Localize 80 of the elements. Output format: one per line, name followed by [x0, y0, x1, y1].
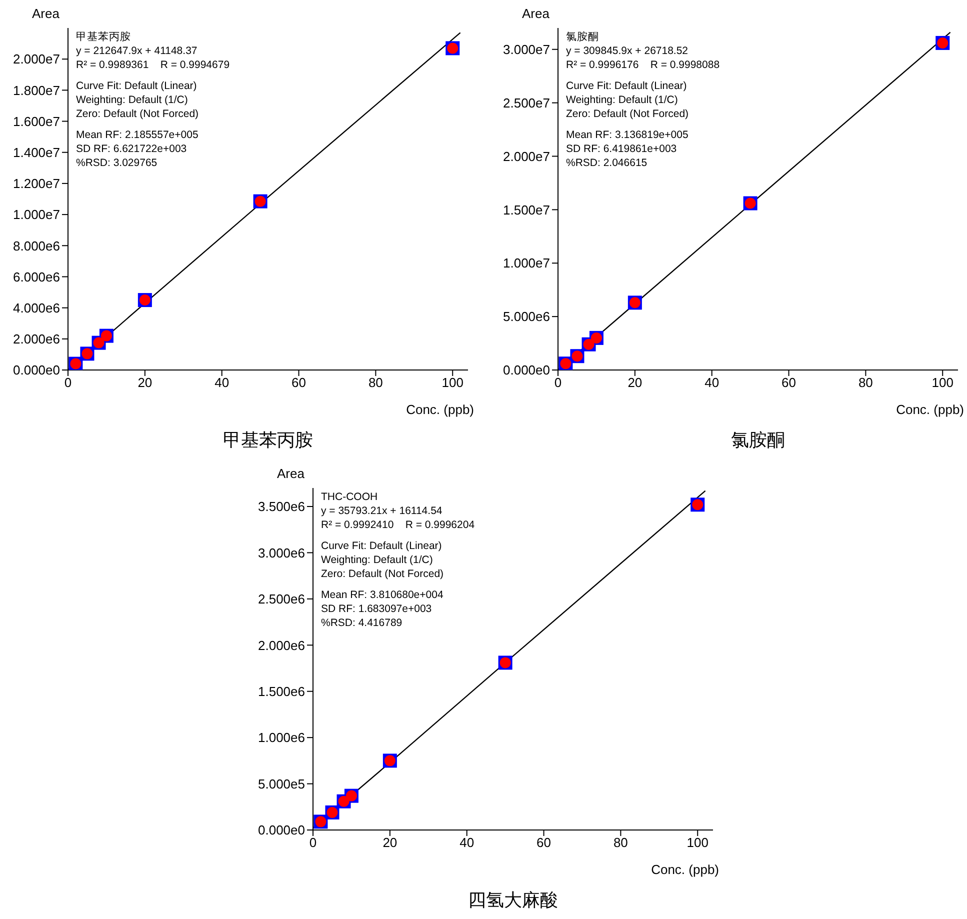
- y-tick-label: 2.500e7: [503, 95, 550, 110]
- x-axis-title: Conc. (ppb): [651, 862, 719, 877]
- y-axis-title: Area: [32, 6, 60, 21]
- x-tick-label: 0: [64, 375, 72, 390]
- annotation: Curve Fit: Default (Linear): [566, 79, 688, 93]
- y-tick-label: 0.000e0: [258, 822, 305, 838]
- x-tick-label: 80: [613, 835, 628, 850]
- annotation: THC-COOH: [321, 490, 379, 504]
- annotation: %RSD: 2.046615: [566, 156, 648, 170]
- annotation: R² = 0.9996176 R = 0.9998088: [566, 58, 720, 72]
- x-tick-label: 60: [782, 375, 796, 390]
- y-tick-label: 2.000e7: [13, 52, 60, 67]
- x-tick-label: 100: [442, 375, 464, 390]
- x-tick-label: 0: [554, 375, 562, 390]
- x-tick-label: 60: [536, 835, 552, 850]
- y-axis-title: Area: [522, 6, 550, 21]
- y-tick-label: 0.000e0: [503, 362, 550, 378]
- x-axis-title: Conc. (ppb): [896, 402, 964, 417]
- annotation: Curve Fit: Default (Linear): [76, 79, 198, 93]
- annotation: SD RF: 1.683097e+003: [321, 602, 433, 616]
- x-tick-label: 20: [628, 375, 642, 390]
- annotation: R² = 0.9989361 R = 0.9994679: [76, 58, 230, 72]
- y-tick-label: 1.000e7: [503, 256, 550, 271]
- y-tick-label: 1.800e7: [13, 82, 60, 98]
- annotation: Weighting: Default (1/C): [321, 553, 434, 567]
- x-tick-label: 40: [214, 375, 230, 390]
- y-tick-label: 1.600e7: [13, 114, 60, 129]
- x-tick-label: 100: [686, 835, 708, 850]
- annotation: 氯胺酮: [566, 30, 600, 44]
- x-tick-label: 40: [460, 835, 474, 850]
- text: 氯胺酮: [730, 429, 786, 452]
- text: 甲基苯丙胺: [222, 429, 314, 452]
- annotation: %RSD: 4.416789: [321, 616, 404, 630]
- annotation: y = 35793.21x + 16114.54: [321, 504, 444, 518]
- y-tick-label: 0.000e0: [13, 362, 60, 378]
- y-tick-label: 5.000e5: [258, 776, 305, 792]
- annotation: Zero: Default (Not Forced): [321, 567, 445, 581]
- y-tick-label: 2.000e7: [503, 148, 550, 164]
- text: 四氢大麻酸: [467, 889, 559, 912]
- y-tick-label: 1.000e6: [258, 730, 305, 746]
- y-tick-label: 8.000e6: [13, 238, 60, 254]
- x-tick-label: 40: [704, 375, 720, 390]
- annotation: %RSD: 3.029765: [76, 156, 158, 170]
- y-tick-label: 3.000e6: [258, 545, 305, 560]
- annotation: Mean RF: 3.810680e+004: [321, 588, 444, 602]
- annotation: Weighting: Default (1/C): [566, 93, 679, 107]
- annotation: 甲基苯丙胺: [76, 30, 132, 44]
- x-axis-title: Conc. (ppb): [406, 402, 474, 417]
- y-tick-label: 1.200e7: [13, 176, 60, 192]
- annotation: Zero: Default (Not Forced): [76, 107, 200, 121]
- annotation: Curve Fit: Default (Linear): [321, 539, 443, 553]
- y-tick-label: 2.000e6: [258, 638, 305, 653]
- y-tick-label: 2.500e6: [258, 592, 305, 607]
- y-tick-label: 3.500e6: [258, 499, 305, 514]
- annotation: Mean RF: 3.136819e+005: [566, 128, 690, 142]
- y-tick-label: 1.000e7: [13, 207, 60, 222]
- annotation: R² = 0.9992410 R = 0.9996204: [321, 518, 475, 532]
- y-tick-label: 4.000e6: [13, 300, 60, 316]
- y-tick-label: 5.000e6: [503, 309, 550, 324]
- y-tick-label: 1.500e6: [258, 684, 305, 699]
- annotation: Weighting: Default (1/C): [76, 93, 189, 107]
- x-tick-label: 20: [382, 835, 398, 850]
- x-tick-label: 60: [292, 375, 306, 390]
- y-tick-label: 1.500e7: [503, 202, 550, 218]
- annotation: Mean RF: 2.185557e+005: [76, 128, 200, 142]
- x-tick-label: 80: [368, 375, 383, 390]
- x-tick-label: 20: [138, 375, 152, 390]
- x-tick-label: 80: [858, 375, 873, 390]
- y-tick-label: 2.000e6: [13, 332, 60, 347]
- x-tick-label: 0: [309, 835, 317, 850]
- y-tick-label: 1.400e7: [13, 144, 60, 160]
- annotation: SD RF: 6.419861e+003: [566, 142, 678, 156]
- annotation: y = 309845.9x + 26718.52: [566, 44, 690, 58]
- annotation: Zero: Default (Not Forced): [566, 107, 690, 121]
- y-tick-label: 6.000e6: [13, 269, 60, 284]
- annotation: y = 212647.9x + 41148.37: [76, 44, 198, 58]
- annotation: SD RF: 6.621722e+003: [76, 142, 188, 156]
- y-tick-label: 3.000e7: [503, 42, 550, 57]
- y-axis-title: Area: [277, 466, 304, 481]
- x-tick-label: 100: [932, 375, 954, 390]
